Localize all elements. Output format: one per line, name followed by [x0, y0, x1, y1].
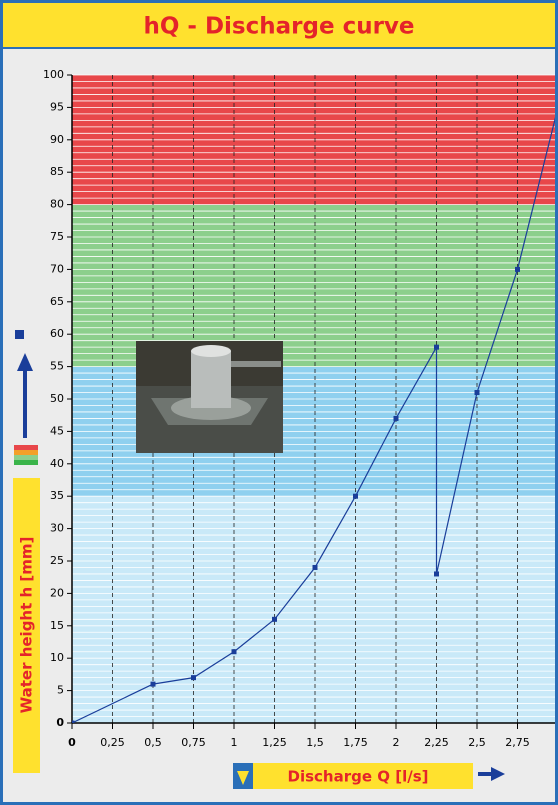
- y-tick-label: 10: [50, 651, 64, 664]
- data-point: [151, 682, 156, 687]
- chart: hQ - Discharge curve 0510152025303540455…: [3, 3, 555, 802]
- x-tick-label: 0,5: [144, 736, 162, 749]
- up-arrow-head: [17, 353, 33, 371]
- page: hQ - Discharge curve 0510152025303540455…: [0, 0, 558, 805]
- data-point: [272, 617, 277, 622]
- x-tick-label: 0: [68, 736, 76, 749]
- x-tick-label: 2,75: [505, 736, 530, 749]
- y-tick-label: 0: [56, 716, 64, 729]
- color-key: [14, 450, 38, 455]
- x-tick-label: 2,5: [468, 736, 486, 749]
- y-tick-label: 5: [57, 684, 64, 697]
- y-tick-label: 85: [50, 165, 64, 178]
- data-point: [475, 390, 480, 395]
- x-tick-label: 2: [393, 736, 400, 749]
- data-point: [191, 675, 196, 680]
- data-point: [515, 267, 520, 272]
- chart-title: hQ - Discharge curve: [143, 14, 414, 40]
- data-point: [232, 649, 237, 654]
- data-point: [313, 565, 318, 570]
- right-arrow-head: [491, 767, 505, 781]
- y-tick-label: 100: [43, 68, 64, 81]
- y-axis-title: Water height h [mm]: [18, 537, 36, 714]
- y-tick-label: 70: [50, 262, 64, 275]
- x-tick-label: 0,75: [181, 736, 206, 749]
- color-key: [14, 460, 38, 465]
- y-tick-label: 25: [50, 554, 64, 567]
- x-tick-label: 2,25: [424, 736, 449, 749]
- data-point: [434, 571, 439, 576]
- plot: 0510152025303540455055606570758085909510…: [43, 68, 555, 749]
- y-tick-label: 55: [50, 360, 64, 373]
- y-tick-label: 80: [50, 198, 64, 211]
- color-key: [14, 445, 38, 450]
- y-tick-label: 95: [50, 100, 64, 113]
- y-tick-label: 60: [50, 327, 64, 340]
- y-tick-label: 30: [50, 522, 64, 535]
- band: [72, 496, 555, 723]
- y-tick-label: 40: [50, 457, 64, 470]
- y-tick-label: 50: [50, 392, 64, 405]
- x-tick-label: 1: [231, 736, 238, 749]
- y-tick-label: 45: [50, 424, 64, 437]
- x-axis-title: Discharge Q [l/s]: [288, 768, 429, 786]
- y-tick-label: 35: [50, 489, 64, 502]
- y-tick-label: 20: [50, 586, 64, 599]
- x-tick-label: 0,25: [100, 736, 125, 749]
- y-tick-label: 15: [50, 619, 64, 632]
- y-tick-label: 75: [50, 230, 64, 243]
- x-tick-label: 1,5: [306, 736, 324, 749]
- x-tick-label: 1,25: [262, 736, 287, 749]
- photo: [136, 341, 283, 453]
- color-key: [14, 455, 38, 460]
- y-tick-label: 65: [50, 295, 64, 308]
- data-point: [434, 345, 439, 350]
- x-tick-label: 1,75: [343, 736, 368, 749]
- data-point: [394, 416, 399, 421]
- data-point: [353, 494, 358, 499]
- legend-square: [15, 330, 24, 339]
- y-tick-label: 90: [50, 133, 64, 146]
